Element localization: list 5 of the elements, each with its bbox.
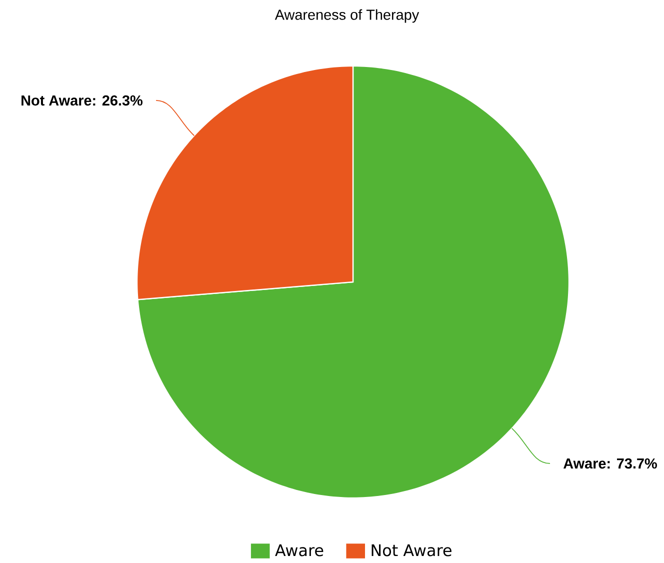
chart-title: Awareness of Therapy <box>274 9 420 23</box>
data-label: Aware: 73.7% <box>563 458 657 469</box>
legend-label: Aware <box>275 544 324 556</box>
legend-label: Not Aware <box>372 544 452 556</box>
data-label: Not Aware: 26.3% <box>22 95 142 106</box>
